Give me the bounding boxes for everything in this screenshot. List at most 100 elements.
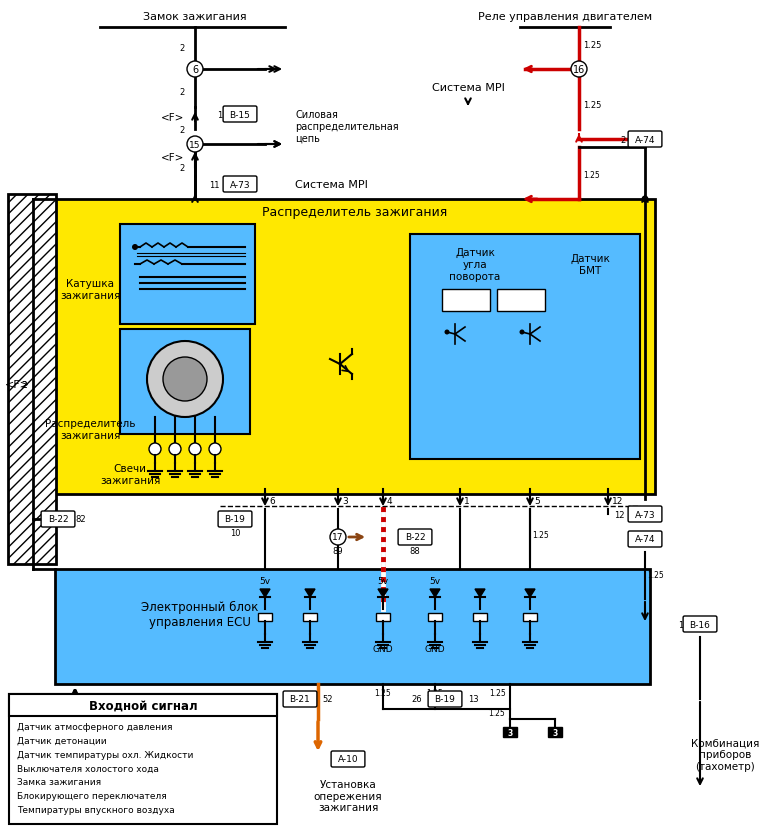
Text: Датчик детонации: Датчик детонации xyxy=(17,736,107,745)
FancyBboxPatch shape xyxy=(628,532,662,548)
Polygon shape xyxy=(525,589,535,597)
Polygon shape xyxy=(305,589,315,597)
Polygon shape xyxy=(260,589,270,597)
Text: GND: GND xyxy=(372,645,393,654)
Text: Реле управления двигателем: Реле управления двигателем xyxy=(478,12,652,22)
Text: 2: 2 xyxy=(180,125,185,135)
Circle shape xyxy=(187,62,203,78)
FancyBboxPatch shape xyxy=(628,132,662,148)
Text: A-73: A-73 xyxy=(634,510,655,519)
Text: 16: 16 xyxy=(573,65,585,75)
Polygon shape xyxy=(378,589,388,597)
Text: 5v: 5v xyxy=(429,577,441,586)
Text: Блокирующего переключателя: Блокирующего переключателя xyxy=(17,792,167,801)
Text: 2: 2 xyxy=(621,135,626,145)
Text: 3: 3 xyxy=(552,727,558,737)
Text: Установка
опережения
зажигания: Установка опережения зажигания xyxy=(313,779,382,813)
Text: 2: 2 xyxy=(22,380,27,389)
FancyBboxPatch shape xyxy=(223,176,257,193)
Text: 1.25: 1.25 xyxy=(490,688,506,696)
FancyBboxPatch shape xyxy=(683,616,717,632)
Text: 11: 11 xyxy=(210,181,220,189)
Text: Свечи
зажигания: Свечи зажигания xyxy=(100,464,161,485)
Bar xyxy=(258,614,272,621)
Text: B-15: B-15 xyxy=(230,110,250,120)
Bar xyxy=(120,329,250,435)
FancyBboxPatch shape xyxy=(283,691,317,707)
Text: 3: 3 xyxy=(508,727,512,737)
Circle shape xyxy=(571,62,587,78)
Text: Замок зажигания: Замок зажигания xyxy=(143,12,247,22)
Text: 1.25: 1.25 xyxy=(427,688,443,696)
Circle shape xyxy=(189,443,201,456)
Text: 10: 10 xyxy=(230,528,240,537)
Text: 1.25: 1.25 xyxy=(647,570,664,579)
Text: 89: 89 xyxy=(333,547,343,556)
Text: Распределитель зажигания: Распределитель зажигания xyxy=(263,206,448,218)
Text: Датчик
БМТ: Датчик БМТ xyxy=(570,254,610,276)
Circle shape xyxy=(163,358,207,401)
Text: 82: 82 xyxy=(75,515,85,524)
Bar xyxy=(9,694,277,716)
Text: Электронный блок
управления ECU: Электронный блок управления ECU xyxy=(141,600,259,629)
Bar xyxy=(497,289,545,312)
Text: Распределитель
зажигания: Распределитель зажигания xyxy=(45,419,135,441)
Bar xyxy=(410,235,640,460)
Text: A-74: A-74 xyxy=(634,135,655,145)
Text: 88: 88 xyxy=(409,547,420,556)
Text: 1.25: 1.25 xyxy=(583,100,601,110)
FancyBboxPatch shape xyxy=(398,529,432,545)
Text: A-73: A-73 xyxy=(230,181,250,189)
Text: 3: 3 xyxy=(342,497,348,506)
Text: Темпиратуры впускного воздуха: Темпиратуры впускного воздуха xyxy=(17,806,175,814)
Text: <F>: <F> xyxy=(161,153,184,163)
Text: Комбинация
приборов
(тахометр): Комбинация приборов (тахометр) xyxy=(690,737,760,771)
FancyBboxPatch shape xyxy=(628,507,662,522)
Bar xyxy=(503,727,517,737)
Text: 1.25: 1.25 xyxy=(488,707,505,716)
FancyBboxPatch shape xyxy=(428,691,462,707)
Bar xyxy=(55,569,650,684)
Text: 1.25: 1.25 xyxy=(584,171,601,179)
Text: A-10: A-10 xyxy=(338,755,359,763)
Text: 26: 26 xyxy=(412,695,422,704)
Text: Система MPI: Система MPI xyxy=(295,180,368,190)
Text: B-22: B-22 xyxy=(48,515,68,524)
Text: 1.25: 1.25 xyxy=(583,40,601,49)
Text: B-16: B-16 xyxy=(690,619,710,629)
Circle shape xyxy=(641,196,648,203)
Text: 5v: 5v xyxy=(260,577,270,586)
Circle shape xyxy=(169,443,181,456)
FancyBboxPatch shape xyxy=(223,107,257,123)
Text: Датчик темпиратуры охл. Жидкости: Датчик темпиратуры охл. Жидкости xyxy=(17,750,194,758)
Text: 5: 5 xyxy=(534,497,540,506)
Text: 6: 6 xyxy=(192,65,198,75)
Text: 2: 2 xyxy=(180,43,185,53)
Text: 12: 12 xyxy=(614,510,625,519)
Bar xyxy=(442,289,490,312)
Bar xyxy=(55,200,655,494)
Text: 2: 2 xyxy=(22,380,27,389)
Text: Выключателя холостого хода: Выключателя холостого хода xyxy=(17,763,159,772)
FancyBboxPatch shape xyxy=(218,512,252,528)
Circle shape xyxy=(445,330,449,335)
Text: B-21: B-21 xyxy=(290,695,310,704)
Text: 1: 1 xyxy=(677,619,683,629)
Bar xyxy=(428,614,442,621)
Text: Система MPI: Система MPI xyxy=(432,83,505,93)
Text: 6: 6 xyxy=(269,497,275,506)
Text: 1.25: 1.25 xyxy=(375,688,392,696)
Text: 1.25: 1.25 xyxy=(442,698,458,706)
FancyBboxPatch shape xyxy=(41,512,75,528)
Bar xyxy=(303,614,317,621)
Polygon shape xyxy=(430,589,440,597)
Circle shape xyxy=(132,245,138,251)
Bar xyxy=(376,614,390,621)
Circle shape xyxy=(149,443,161,456)
Text: Замка зажигания: Замка зажигания xyxy=(17,777,101,787)
Bar xyxy=(120,225,255,324)
Text: B-22: B-22 xyxy=(405,533,425,542)
Text: B-19: B-19 xyxy=(224,515,246,524)
Text: B-19: B-19 xyxy=(435,695,455,704)
Text: <F>: <F> xyxy=(161,113,184,123)
